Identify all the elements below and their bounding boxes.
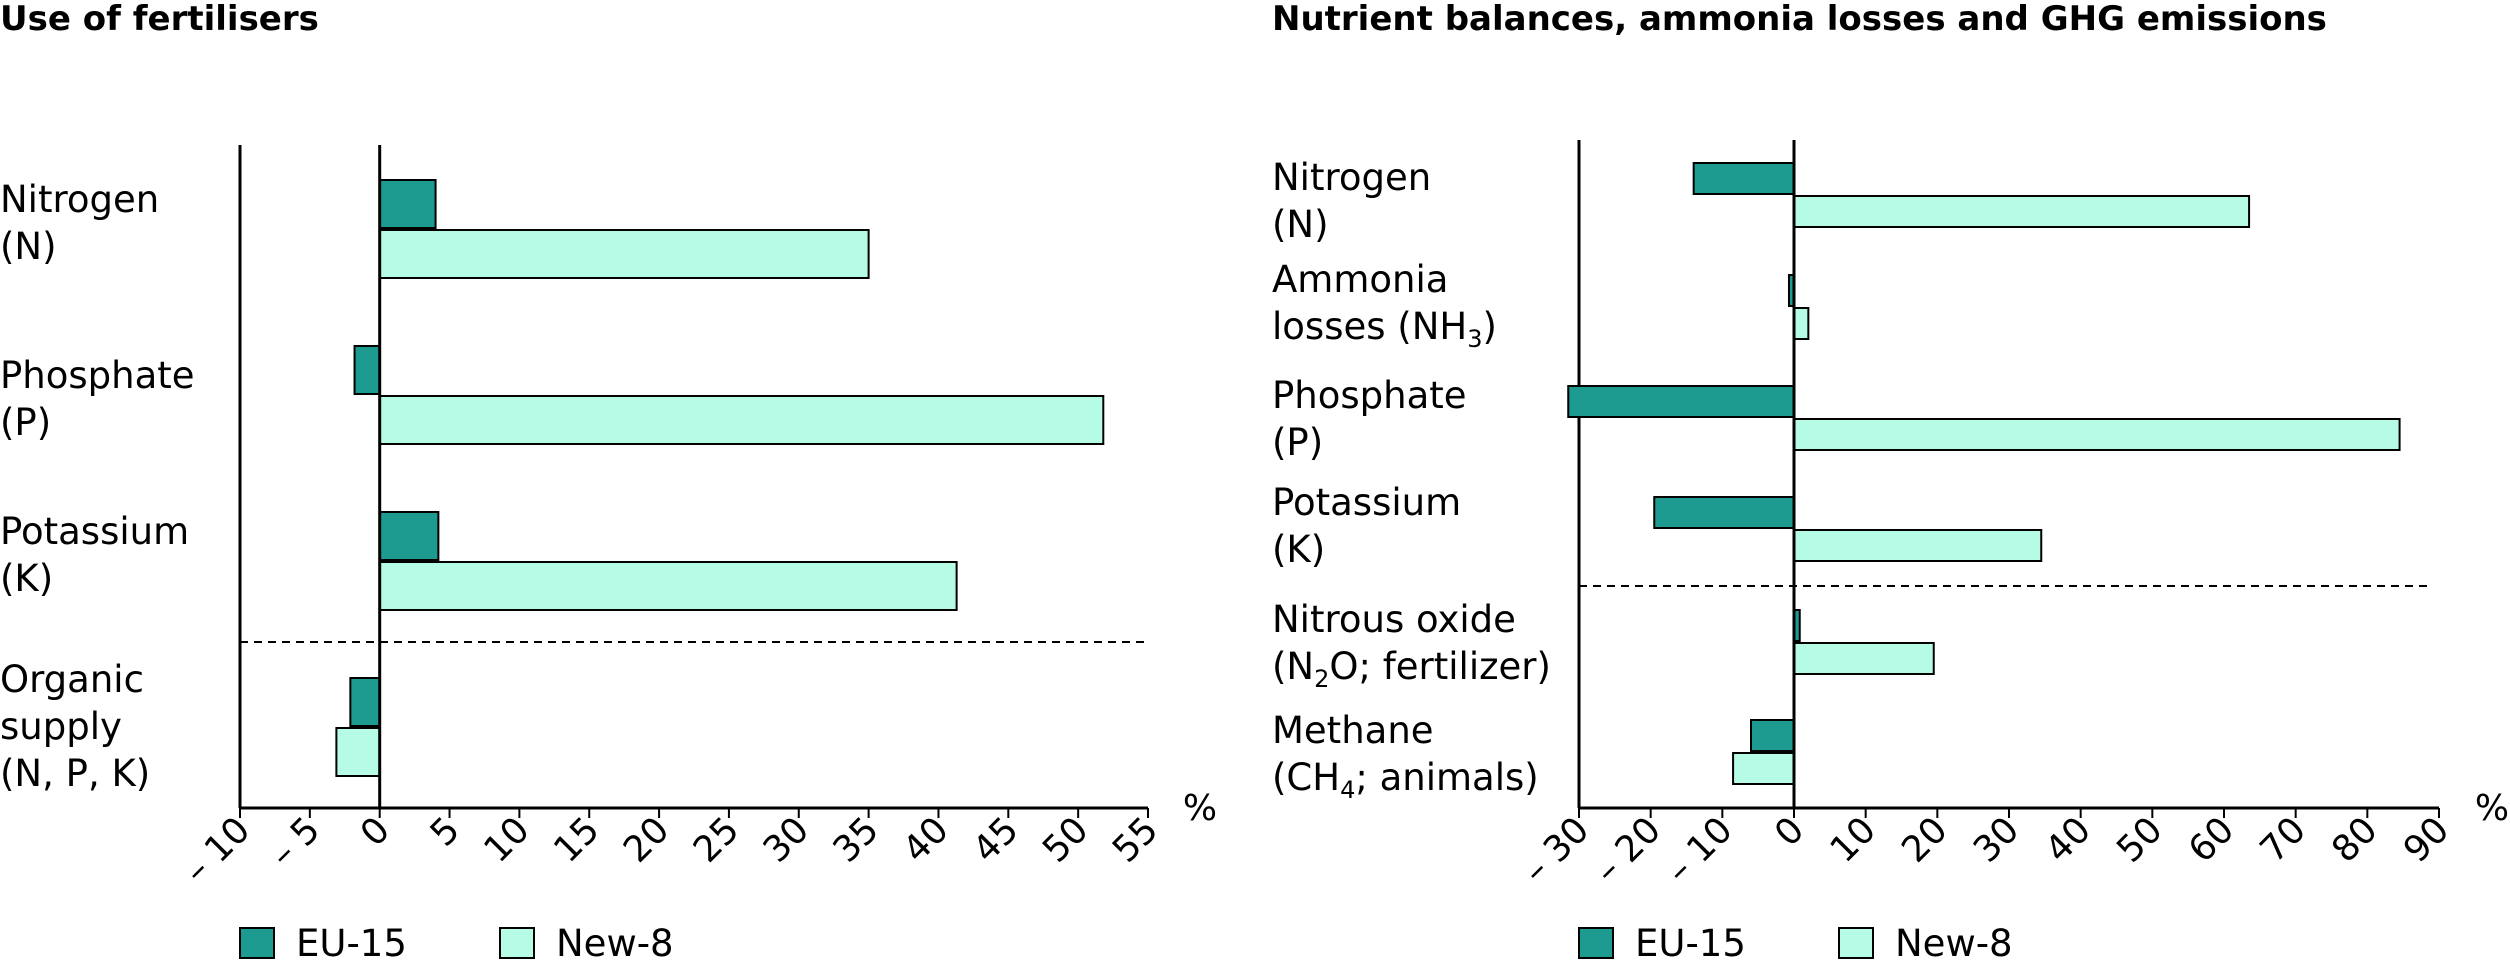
x-tick-label: 20: [1894, 809, 1955, 870]
x-tick-label: – 5: [262, 809, 328, 875]
chart-title: Nutrient balances, ammonia losses and GH…: [1272, 0, 2327, 39]
bar-eu15: [353, 345, 381, 395]
legend-label: EU-15: [296, 922, 407, 962]
x-tick-label: 50: [1035, 809, 1096, 870]
x-tick-label: 50: [2109, 809, 2170, 870]
bar-new8: [378, 395, 1105, 445]
x-tick-label: 25: [686, 809, 747, 870]
x-tick-label: 5: [423, 809, 468, 854]
category-label: Potassium: [1272, 481, 1461, 524]
category-label: supply: [0, 705, 122, 748]
x-tick-label: 80: [2324, 809, 2385, 870]
x-tick-label: 10: [476, 809, 537, 870]
x-tick-label: 40: [2038, 809, 2099, 870]
x-tick-label: 90: [2396, 809, 2457, 870]
x-tick-label: – 10: [1658, 809, 1740, 891]
category-label: Nitrous oxide: [1272, 598, 1516, 641]
x-tick-label: 0: [1767, 809, 1812, 854]
legend-label: New-8: [1895, 922, 2013, 962]
bar-new8: [378, 229, 870, 279]
category-label: Organic: [0, 658, 144, 701]
x-tick-label: – 20: [1587, 809, 1669, 891]
x-tick-label: 55: [1105, 809, 1166, 870]
bar-new8: [335, 727, 381, 777]
category-label: losses (NH3): [1272, 305, 1497, 353]
x-tick-label: – 30: [1515, 809, 1597, 891]
bar-new8: [1793, 195, 2251, 228]
x-unit-label: %: [2475, 788, 2509, 829]
x-tick-label: 60: [2181, 809, 2242, 870]
legend-swatch-new8: [499, 927, 535, 959]
category-label: (K): [0, 557, 53, 600]
chart-title: Use of fertilisers: [0, 0, 319, 39]
category-label: (P): [1272, 421, 1323, 464]
bar-new8: [1793, 642, 1935, 675]
category-label: (CH4; animals): [1272, 756, 1539, 804]
bar-eu15: [349, 677, 381, 727]
fertilisers-chart: Use of fertilisers Nitrogen(N) Phosphate(P…: [0, 0, 1217, 962]
x-unit-label: %: [1183, 788, 1217, 829]
category-label: (N): [0, 225, 57, 268]
category-label: Phosphate: [0, 354, 195, 397]
category-label: Potassium: [0, 510, 189, 553]
x-tick-label: 20: [616, 809, 677, 870]
category-label: (N2O; fertilizer): [1272, 645, 1551, 693]
bar-new8: [1793, 418, 2401, 451]
category-label: (N, P, K): [0, 752, 150, 795]
legend-label: New-8: [556, 922, 674, 962]
x-tick-label: 45: [965, 809, 1026, 870]
bar-eu15: [1567, 385, 1795, 418]
category-label: Nitrogen: [0, 178, 159, 221]
category-label: Nitrogen: [1272, 156, 1431, 199]
bar-eu15: [1692, 162, 1795, 195]
category-label: Phosphate: [1272, 374, 1467, 417]
category-label: (N): [1272, 203, 1329, 246]
bar-new8: [1793, 529, 2043, 562]
category-label: (P): [0, 401, 51, 444]
legend-swatch-eu15: [1578, 927, 1614, 959]
x-tick-label: 0: [353, 809, 398, 854]
legend-swatch-eu15: [239, 927, 275, 959]
nutrient-balances-chart: Nutrient balances, ammonia losses and GH…: [1272, 0, 2509, 962]
x-tick-label: – 10: [176, 809, 258, 891]
legend-label: EU-15: [1635, 922, 1746, 962]
x-tick-label: 10: [1823, 809, 1884, 870]
x-tick-label: 35: [826, 809, 887, 870]
bar-eu15: [1653, 496, 1795, 529]
category-label: (K): [1272, 528, 1325, 571]
legend-swatch-new8: [1838, 927, 1874, 959]
x-tick-label: 40: [895, 809, 956, 870]
x-tick-label: 30: [756, 809, 817, 870]
category-label: Methane: [1272, 709, 1434, 752]
bar-eu15: [378, 179, 437, 229]
x-tick-label: 30: [1966, 809, 2027, 870]
category-label: Ammonia: [1272, 258, 1448, 301]
bar-eu15: [378, 511, 440, 561]
bar-eu15: [1750, 719, 1795, 752]
bar-new8: [1732, 752, 1796, 785]
x-tick-label: 15: [546, 809, 607, 870]
x-tick-label: 70: [2253, 809, 2314, 870]
bar-new8: [378, 561, 958, 611]
bar-new8: [1793, 307, 1810, 340]
